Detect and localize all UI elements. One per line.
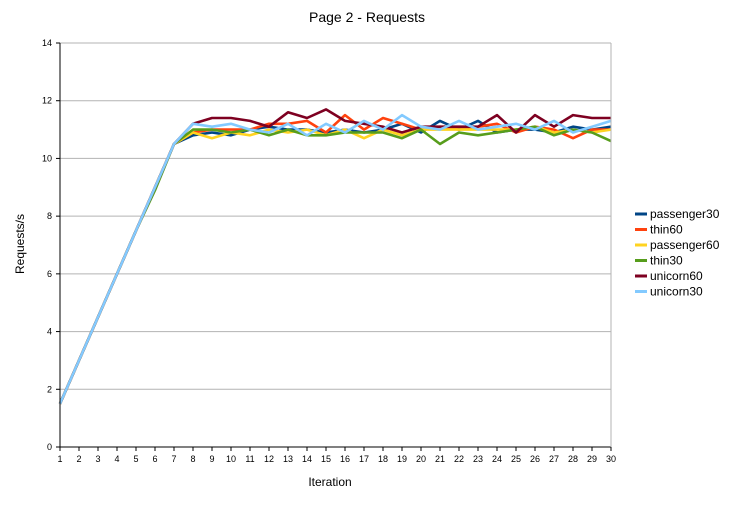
y-tick-label: 2: [47, 384, 52, 394]
chart-title: Page 2 - Requests: [309, 9, 425, 25]
legend-item: passenger30: [635, 207, 720, 221]
x-tick-label: 16: [340, 454, 350, 464]
x-tick-label: 6: [152, 454, 157, 464]
legend-item: unicorn60: [635, 269, 703, 283]
x-tick-label: 14: [302, 454, 312, 464]
x-tick-label: 28: [568, 454, 578, 464]
legend-label: passenger30: [650, 207, 720, 221]
y-tick-label: 10: [42, 153, 52, 163]
legend-label: thin60: [650, 223, 683, 237]
x-tick-label: 20: [416, 454, 426, 464]
y-tick-label: 12: [42, 96, 52, 106]
y-axis-title: Requests/s: [13, 214, 27, 274]
x-tick-label: 1: [57, 454, 62, 464]
x-tick-label: 29: [587, 454, 597, 464]
legend-item: unicorn30: [635, 285, 703, 299]
y-tick-label: 14: [42, 38, 52, 48]
series-line-passenger30: [58, 119, 612, 405]
legend-item: passenger60: [635, 238, 720, 252]
x-tick-label: 4: [114, 454, 119, 464]
y-tick-label: 0: [47, 442, 52, 452]
series-line-thin30: [58, 125, 612, 405]
x-tick-label: 17: [359, 454, 369, 464]
x-tick-label: 15: [321, 454, 331, 464]
x-tick-label: 21: [435, 454, 445, 464]
legend: passenger30thin60passenger60thin30unicor…: [635, 207, 720, 299]
axes: [59, 43, 612, 448]
x-tick-label: 7: [171, 454, 176, 464]
x-tick-label: 26: [530, 454, 540, 464]
y-tick-label: 8: [47, 211, 52, 221]
series-line-passenger60: [58, 125, 612, 405]
legend-item: thin30: [635, 254, 683, 268]
x-tick-label: 24: [492, 454, 502, 464]
y-tick-label: 4: [47, 327, 52, 337]
series-layer: [58, 108, 612, 405]
x-tick-label: 11: [245, 454, 254, 464]
y-tick-label: 6: [47, 269, 52, 279]
x-tick-label: 13: [283, 454, 293, 464]
x-tick-label: 23: [473, 454, 483, 464]
legend-label: passenger60: [650, 238, 720, 252]
series-line-unicorn60: [58, 108, 611, 405]
x-tick-label: 12: [264, 454, 274, 464]
x-tick-label: 30: [606, 454, 616, 464]
y-tick-labels: 0 2 4 6 8 10 12 14: [42, 38, 60, 452]
x-tick-label: 19: [397, 454, 407, 464]
legend-label: thin30: [650, 254, 683, 268]
x-tick-label: 22: [454, 454, 464, 464]
x-tick-label: 9: [209, 454, 214, 464]
x-tick-label: 27: [549, 454, 559, 464]
legend-item: thin60: [635, 223, 683, 237]
x-tick-label: 10: [226, 454, 236, 464]
gridlines: [60, 42, 611, 390]
x-axis-title: Iteration: [308, 475, 351, 489]
x-tick-label: 25: [511, 454, 521, 464]
x-tick-label: 8: [190, 454, 195, 464]
legend-label: unicorn30: [650, 285, 703, 299]
x-tick-label: 5: [133, 454, 138, 464]
series-line-unicorn30: [58, 113, 612, 405]
legend-label: unicorn60: [650, 269, 703, 283]
x-tick-label: 18: [378, 454, 388, 464]
x-tick-label: 3: [95, 454, 100, 464]
x-tick-label: 2: [76, 454, 81, 464]
x-tick-labels: 1 2 3 4 5 6 7 8 9 10 11 12 13 14 15 16 17 18 19 20 21 22 23 24 2…: [57, 447, 616, 464]
